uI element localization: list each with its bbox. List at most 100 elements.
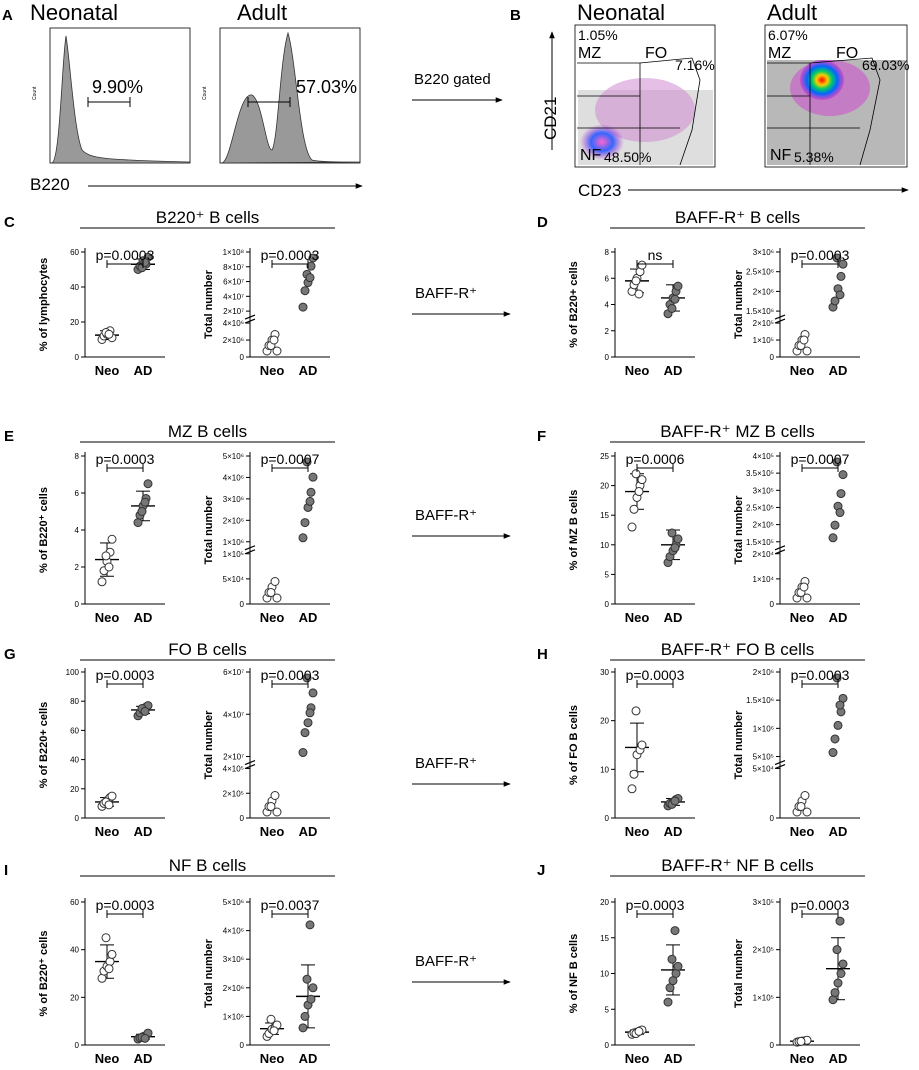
adult-nf-label: NF — [770, 147, 792, 164]
plot-h-total: 5×10⁵ 1×10⁶ 1.5×10⁶ 2×10⁶ 0 5×10⁴ Neo AD Total n… — [733, 667, 860, 839]
point-neo — [634, 1026, 644, 1036]
y-tick-label: 60 — [70, 898, 79, 907]
y-tick-label: 40 — [70, 946, 79, 955]
axis-break — [774, 759, 786, 766]
axis-break — [774, 314, 786, 320]
y-tick-label: 15 — [600, 511, 609, 520]
y-tick-label: 2.5×10⁵ — [746, 503, 774, 512]
y-axis-label: % of lymphocytes — [38, 258, 50, 352]
point-ad — [838, 959, 848, 969]
y-tick-label: 2×10⁵ — [753, 946, 774, 955]
y-tick-label: 1.5×10⁵ — [746, 538, 774, 547]
adult-title-b: Adult — [767, 0, 817, 25]
y-tick-label: 1×10⁸ — [223, 248, 244, 257]
panel-letter-g: G — [4, 646, 16, 663]
y-tick-label: 1×10⁵ — [753, 336, 774, 345]
point-ad — [667, 954, 677, 964]
y-tick-label: 0 — [75, 353, 80, 362]
adult-fo-pct: 69.03% — [862, 57, 909, 73]
x-label-ad: AD — [829, 610, 848, 625]
point-neo — [266, 588, 276, 597]
y-tick-label: 3×10⁶ — [223, 495, 244, 504]
panel-letter-c: C — [4, 214, 15, 231]
adult-nf-pct: 5.38% — [794, 149, 834, 165]
point-neo — [627, 784, 637, 794]
point-ad — [838, 470, 848, 480]
panel-title-g: FO B cells — [168, 640, 246, 659]
point-neo — [631, 276, 641, 286]
point-ad — [832, 457, 842, 467]
p-value: p=0.0003 — [96, 897, 155, 913]
y-tick-label: 5 — [605, 570, 610, 579]
point-neo — [107, 791, 117, 801]
x-label-neo: Neo — [625, 1051, 650, 1066]
panel-letter-f: F — [537, 428, 546, 445]
neo-fo-pct: 7.16% — [675, 57, 715, 73]
panel-letter-h: H — [537, 646, 548, 663]
point-ad — [673, 961, 683, 971]
x-label-ad: AD — [829, 363, 848, 378]
y-tick-label: 0 — [770, 814, 775, 823]
x-label-ad: AD — [299, 363, 318, 378]
x-label-ad: AD — [299, 824, 318, 839]
baffr-arrow-label: BAFF-R⁺ — [415, 953, 477, 970]
point-neo — [796, 802, 806, 811]
point-ad — [830, 520, 840, 530]
point-ad — [300, 286, 310, 296]
point-ad — [140, 706, 150, 716]
point-ad — [302, 673, 312, 683]
point-neo — [634, 289, 644, 299]
point-neo — [637, 740, 647, 750]
panel-title-j: BAFF-R⁺ NF B cells — [661, 856, 814, 875]
point-ad — [663, 997, 673, 1007]
y-tick-label: 6 — [605, 274, 610, 283]
cd23-axis-label: CD23 — [578, 181, 621, 200]
point-neo — [104, 964, 114, 974]
point-ad — [832, 253, 842, 263]
y-tick-label: 4×10⁵ — [223, 765, 244, 774]
histogram-adult: 57.03% Count — [202, 27, 361, 164]
axis-break — [774, 545, 786, 551]
y-tick-label: 0 — [770, 353, 775, 362]
point-neo — [799, 582, 809, 592]
y-tick-label: 1.5×10⁶ — [746, 696, 774, 705]
y-tick-label: 2×10⁵ — [223, 789, 244, 798]
point-ad — [830, 988, 840, 998]
plot-i-percent: 0 20 40 60 Neo AD % of B220⁺ cells p=0.0003 — [38, 897, 165, 1066]
point-neo — [637, 475, 647, 485]
baffr-arrow-label: BAFF-R⁺ — [415, 285, 477, 302]
y-axis-label: % of B220⁺ cells — [38, 931, 50, 1017]
p-value: p=0.0003 — [791, 897, 850, 913]
y-tick-label: 6×10⁷ — [223, 278, 244, 287]
neo-mz-pct: 1.05% — [578, 27, 618, 43]
plot-j-percent: 0 5 10 15 20 Neo AD % of NF B cells p=0.0003 — [568, 897, 695, 1066]
p-value: p=0.0003 — [626, 897, 685, 913]
y-tick-label: 20 — [600, 482, 609, 491]
point-ad — [302, 457, 312, 467]
y-axis-label: Total number — [733, 938, 745, 1008]
y-tick-label: 1×10⁴ — [753, 575, 775, 584]
y-tick-label: 3.5×10⁵ — [746, 469, 774, 478]
y-tick-label: 2×10⁶ — [753, 287, 774, 296]
point-neo — [104, 329, 114, 339]
x-label-ad: AD — [134, 824, 153, 839]
point-ad — [835, 700, 845, 710]
y-axis-label: Total number — [203, 495, 215, 565]
point-neo — [270, 791, 280, 800]
y-tick-label: 5 — [605, 1005, 610, 1014]
point-neo — [269, 1026, 279, 1036]
point-neo — [802, 346, 812, 356]
y-axis-label: Total number — [203, 938, 215, 1008]
point-ad — [670, 543, 680, 553]
x-label-ad: AD — [299, 610, 318, 625]
point-neo — [629, 504, 639, 514]
point-ad — [830, 734, 840, 744]
point-neo — [802, 593, 812, 603]
adult-hist-pct: 57.03% — [296, 77, 357, 97]
point-ad — [836, 969, 846, 978]
baffr-arrow-label: BAFF-R⁺ — [415, 507, 477, 524]
y-tick-label: 6×10⁷ — [223, 668, 244, 677]
x-label-ad: AD — [134, 610, 153, 625]
point-ad — [305, 273, 315, 283]
neo-mz-label: MZ — [578, 45, 601, 62]
